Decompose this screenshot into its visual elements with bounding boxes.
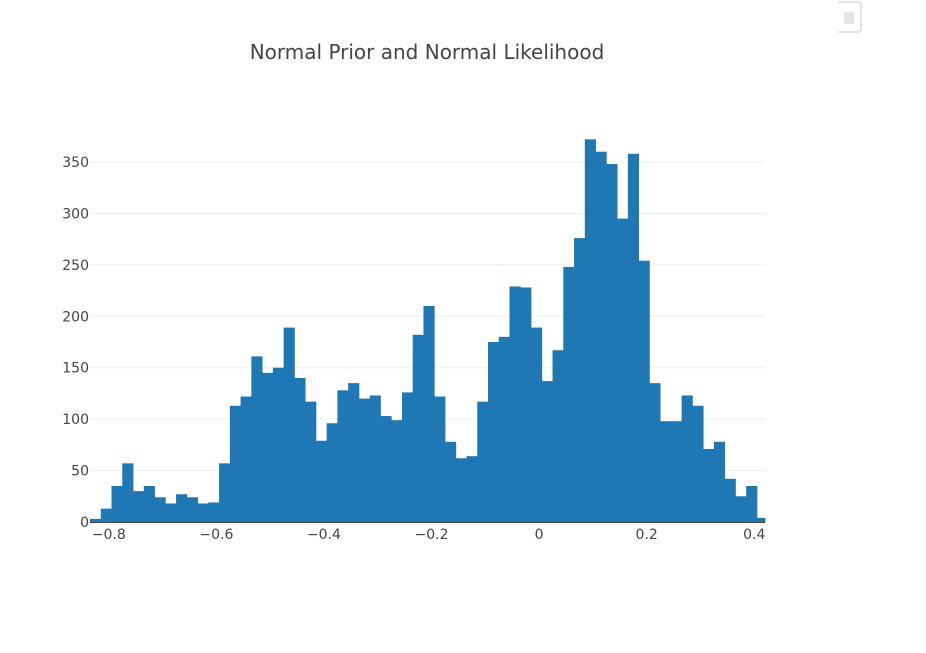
x-axis-tick-labels: −0.8 −0.6 −0.4 −0.2 0 0.2 0.4: [92, 527, 766, 543]
histogram-bar: [423, 306, 435, 522]
histogram-bar: [197, 503, 209, 522]
histogram-bar: [229, 405, 241, 522]
histogram-bar: [638, 260, 650, 522]
histogram-bar: [520, 287, 532, 522]
histogram-bar: [133, 491, 145, 522]
histogram-bar: [735, 496, 747, 522]
y-tick-label: 150: [62, 361, 89, 377]
histogram-bar: [100, 508, 112, 522]
histogram-bar: [337, 390, 349, 522]
histogram-bar: [380, 416, 392, 522]
histogram-bar: [208, 502, 220, 522]
histogram-bar: [670, 421, 683, 522]
histogram-bar: [369, 395, 381, 522]
x-tick-label: −0.2: [415, 527, 449, 543]
y-tick-label: 300: [62, 206, 89, 222]
x-tick-label: −0.6: [199, 527, 233, 543]
x-tick-label: −0.8: [92, 527, 126, 543]
histogram-bar: [326, 423, 338, 522]
histogram-bar: [455, 458, 467, 522]
histogram-bar: [724, 478, 736, 522]
histogram-bar: [122, 463, 134, 522]
histogram-bar: [531, 327, 543, 522]
histogram-bar: [541, 381, 553, 522]
histogram-bar: [391, 420, 403, 522]
histogram-bar: [466, 456, 478, 522]
histogram-bar: [272, 367, 285, 522]
histogram-bar: [756, 517, 766, 522]
x-tick-label: 0: [535, 527, 544, 543]
histogram-bar: [143, 486, 155, 522]
histogram-bar: [584, 139, 596, 522]
plotly-logo-icon: [844, 12, 854, 24]
histogram-bar: [746, 486, 758, 522]
histogram-bar: [251, 356, 263, 522]
histogram-bar: [488, 342, 500, 522]
histogram-bar: [606, 164, 618, 523]
histogram-bar: [617, 218, 629, 523]
histogram-bars: [90, 139, 766, 523]
histogram-bar: [692, 405, 704, 522]
y-tick-label: 0: [80, 515, 89, 531]
histogram-bar: [703, 448, 715, 522]
histogram-bar: [660, 421, 672, 522]
x-tick-label: 0.4: [743, 527, 765, 543]
y-tick-label: 250: [62, 258, 89, 274]
histogram-bar: [348, 383, 360, 522]
y-axis-tick-labels: 0 50 100 150 200 250 300 350: [62, 155, 89, 531]
histogram-bar: [563, 266, 575, 522]
histogram-bar: [90, 518, 102, 522]
x-tick-label: −0.4: [307, 527, 341, 543]
histogram-bar: [315, 440, 328, 522]
histogram-bar: [283, 327, 295, 522]
histogram-bar: [262, 372, 274, 522]
histogram-bar: [176, 494, 188, 522]
histogram-bar: [294, 378, 306, 522]
chart-title: Normal Prior and Normal Likelihood: [250, 40, 605, 64]
x-tick-label: 0.2: [636, 527, 658, 543]
histogram-bar: [713, 441, 726, 522]
histogram-bar: [434, 396, 446, 522]
y-tick-label: 100: [62, 412, 89, 428]
histogram-bar: [219, 463, 231, 522]
histogram-bar: [649, 383, 661, 522]
y-tick-label: 200: [62, 309, 89, 325]
y-tick-label: 50: [71, 464, 89, 480]
histogram-bar: [552, 350, 564, 522]
histogram-bar: [627, 153, 640, 522]
histogram-bar: [412, 334, 424, 522]
histogram-bar: [498, 336, 510, 522]
histogram-bar: [165, 503, 177, 522]
histogram-bar: [681, 395, 693, 522]
histogram-bar: [305, 401, 317, 522]
histogram-bar: [574, 238, 586, 522]
histogram-bar: [154, 497, 166, 522]
histogram-bar: [444, 441, 457, 522]
y-tick-label: 350: [62, 155, 89, 171]
histogram-bar: [477, 401, 489, 522]
histogram-bar: [595, 151, 607, 522]
histogram-bar: [358, 398, 371, 522]
histogram-bar: [111, 486, 123, 522]
histogram-bar: [401, 392, 414, 522]
plotly-logo-button[interactable]: [838, 1, 862, 33]
histogram-bar: [509, 286, 521, 522]
histogram-bar: [240, 396, 252, 522]
histogram-bar: [186, 497, 198, 522]
